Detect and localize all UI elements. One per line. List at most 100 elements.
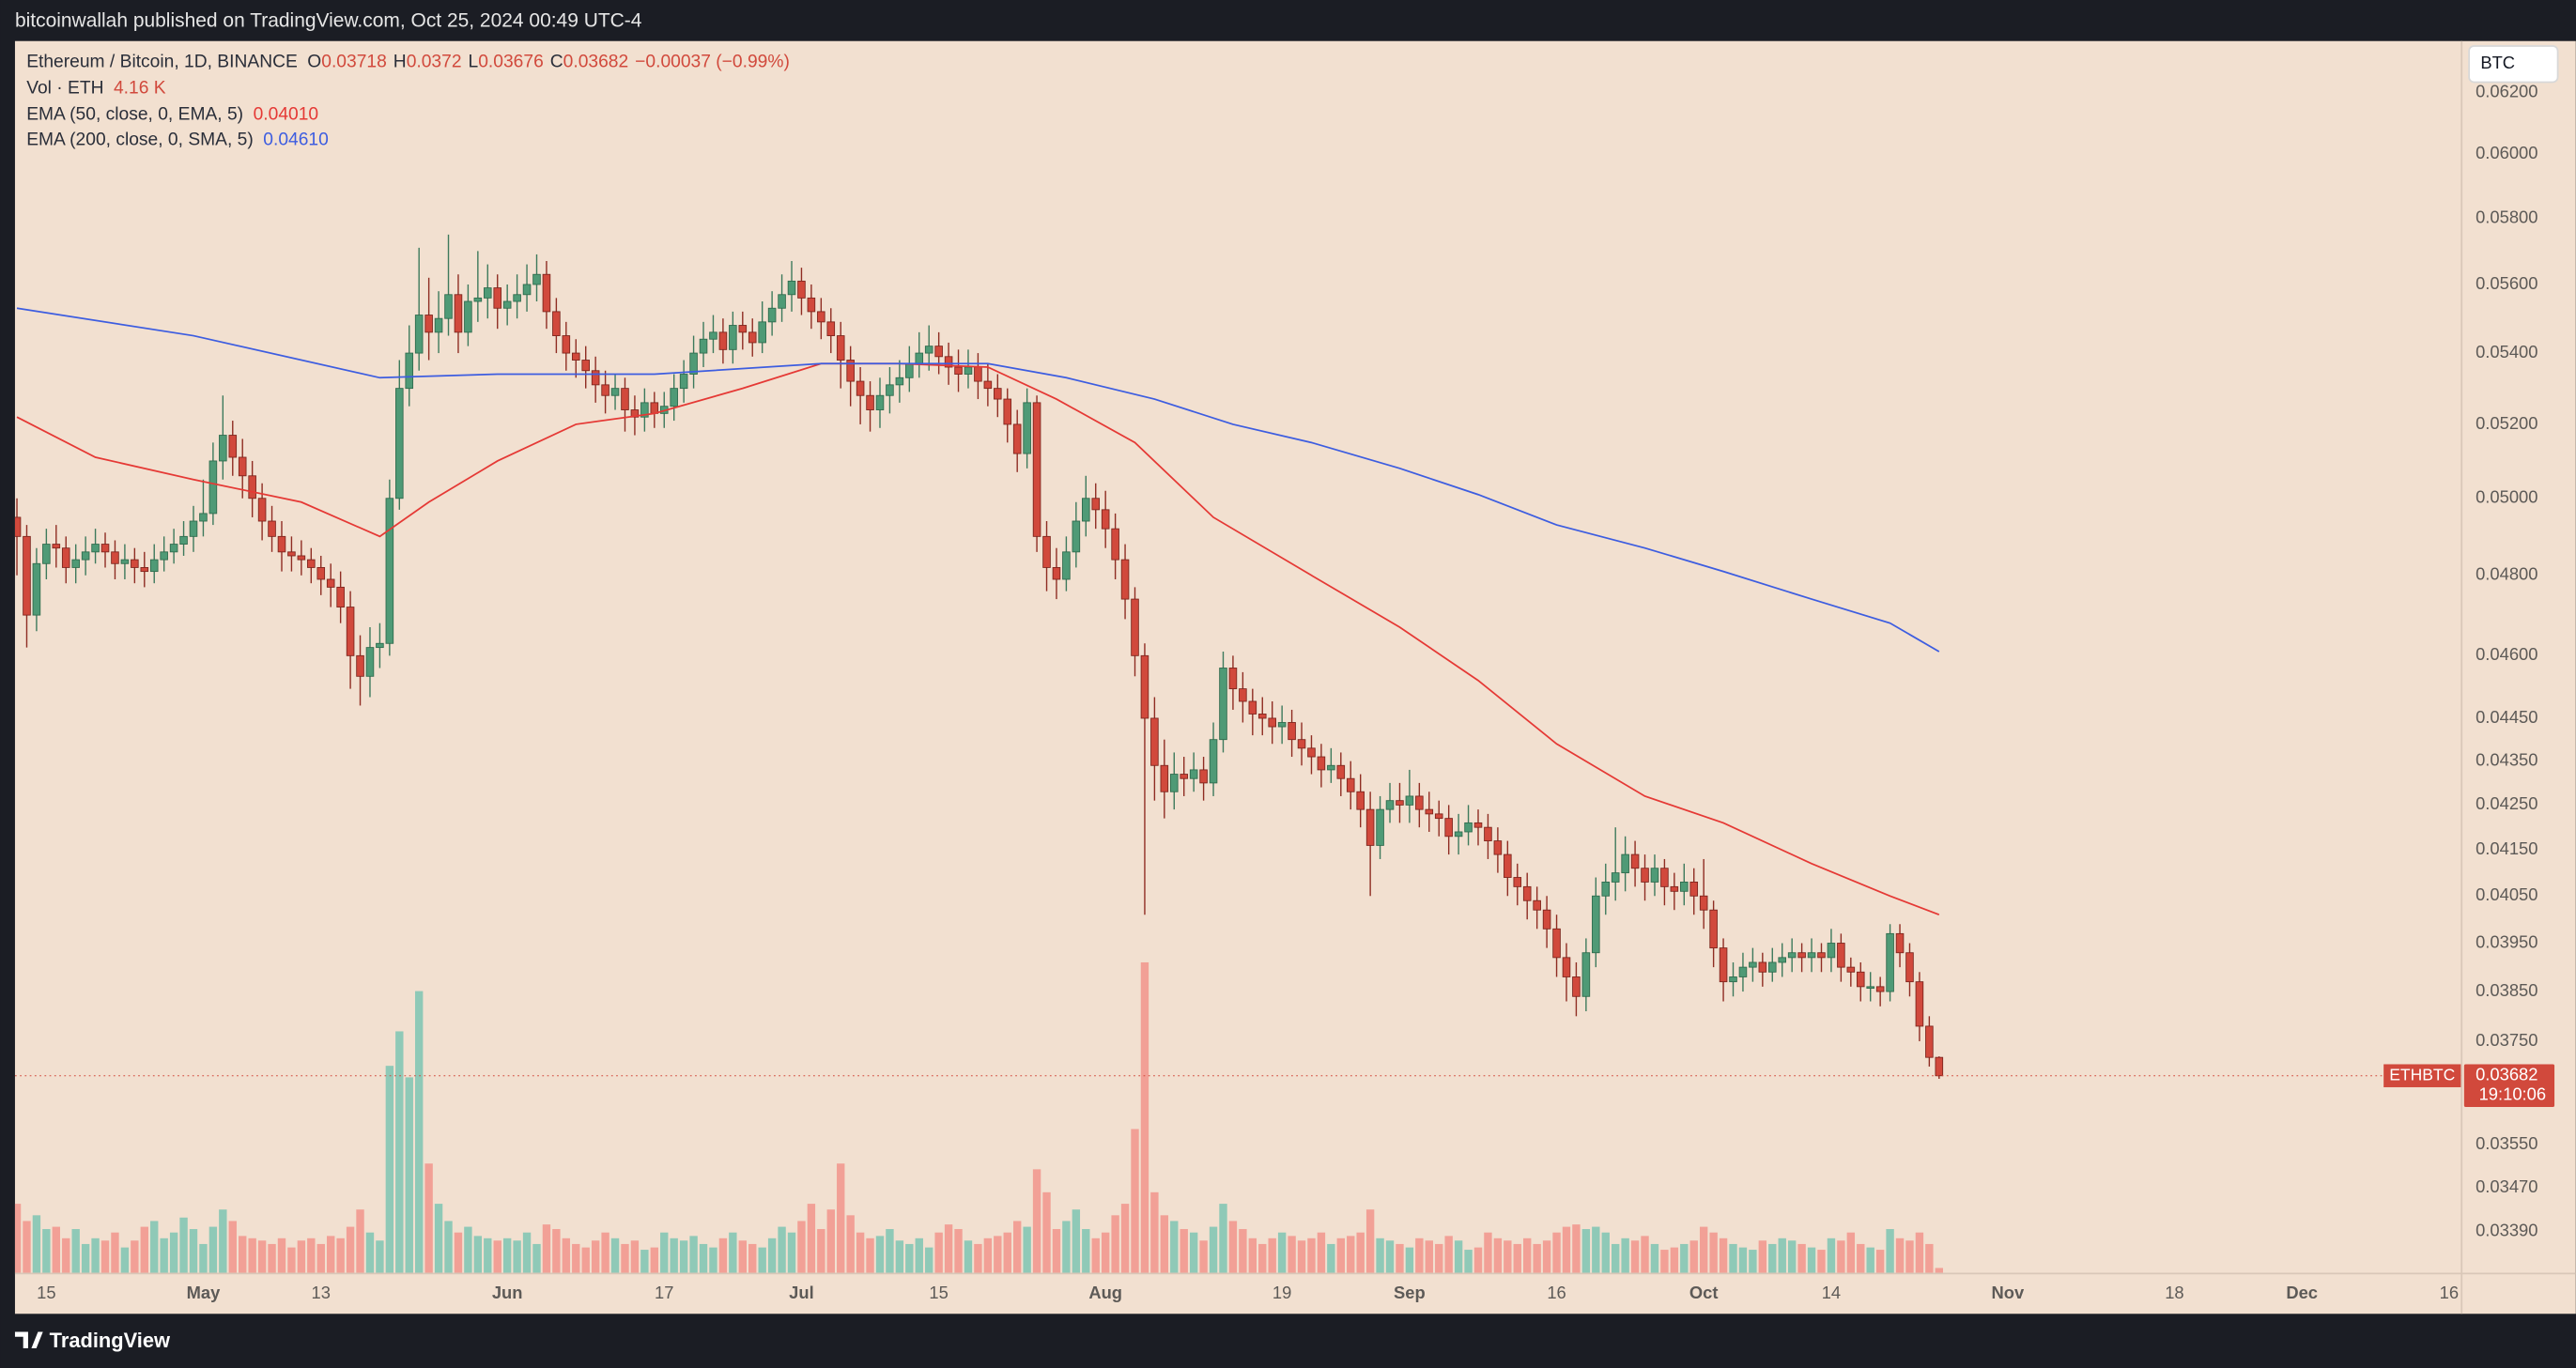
candle-body [1454,831,1463,838]
volume-bar [1797,1243,1806,1273]
candle-body [424,315,433,333]
volume-bar [758,1247,766,1273]
volume-bar [1091,1237,1100,1273]
volume-bar [42,1229,51,1273]
volume-bar [356,1209,364,1273]
volume-bar [875,1236,885,1273]
volume-bar [228,1221,237,1273]
y-tick-label: 0.05600 [2476,273,2537,293]
x-tick-label: 17 [655,1283,673,1302]
candle-body [944,356,953,368]
ohlc-value: 0.0372 [407,53,462,72]
volume-bar [1131,1129,1139,1273]
x-tick-label: 16 [1547,1283,1566,1302]
plot [14,234,2461,1273]
volume-bar [1062,1221,1071,1273]
volume-bar [1533,1243,1541,1273]
candle-body [1042,535,1051,568]
volume-bar [1189,1232,1198,1273]
candle-body [71,559,80,568]
legend-row: EMA (200, close, 0, SMA, 5) 0.04610 [26,131,329,150]
volume-bar [444,1221,453,1273]
candle-body [1660,868,1669,887]
candle-body [1012,423,1022,454]
candle-body [1542,909,1551,930]
volume-bar [748,1243,757,1273]
volume-bar [1641,1236,1649,1273]
candle-body [1641,868,1649,883]
candle-body [532,273,541,285]
candle-body [513,294,521,302]
candle-body [346,607,355,656]
volume-bar [1513,1243,1521,1273]
volume-bar [1581,1229,1591,1273]
volume-title: Vol · ETH [26,79,103,99]
candle-body [718,331,728,350]
volume-bar [621,1243,629,1273]
candle-body [1817,952,1826,959]
volume-bar [1072,1209,1081,1273]
candle-body [601,384,609,396]
candle-body [591,370,600,386]
candle-body [1581,952,1591,997]
candle-body [1032,402,1041,537]
volume-bar [464,1226,472,1273]
candle-body [1807,952,1816,959]
brand: TradingView [50,1329,171,1352]
candle-body [257,498,267,522]
change: −0.00037 (−0.99%) [635,53,790,72]
volume-bar [934,1232,943,1273]
candle-body [277,535,286,553]
candle-body [1749,961,1757,968]
volume-bar [1680,1243,1689,1273]
volume-bar [915,1237,923,1273]
candle-body [1327,764,1335,771]
candle-body [1758,961,1767,973]
volume-bar [689,1236,698,1273]
volume-bar [1032,1169,1041,1273]
volume-bar [1228,1221,1238,1273]
volume-bar [1699,1226,1708,1273]
candle-body [365,647,375,677]
volume-bar [572,1243,580,1273]
candle-body [954,366,963,375]
candle-body [23,535,31,616]
candle-body [1405,795,1414,806]
symbol-tag-box [2383,1064,2461,1087]
candle-body [767,307,777,323]
volume-bar [1268,1237,1276,1273]
price-tag: 0.03682 [2476,1065,2537,1084]
candle-body [1504,853,1512,878]
volume-bar [925,1247,933,1273]
volume-bar [81,1243,90,1273]
candle-body [748,331,757,344]
candle-body [208,460,218,515]
candle-body [268,520,276,537]
volume-bar [1857,1243,1865,1273]
volume-bar [1621,1237,1629,1273]
volume-bar [1396,1243,1404,1273]
candle-body [385,498,394,644]
candle-body [140,567,149,573]
candle-body [336,586,345,608]
volume-bar [1288,1236,1296,1273]
candle-body [238,456,247,477]
legend-row: Vol · ETH 4.16 K [26,79,166,99]
candle-body [502,300,512,309]
volume-bar [1052,1229,1061,1273]
candle-body [414,315,424,354]
y-tick-label: 0.04600 [2476,644,2537,664]
volume-bar [718,1237,728,1273]
candle-body [1003,398,1012,425]
volume-bar [1768,1243,1777,1273]
x-tick-label: 14 [1822,1283,1841,1302]
volume-bar [1454,1240,1463,1273]
candle-body [1396,800,1404,806]
volume-bar [414,991,424,1273]
volume-bar [1111,1215,1119,1273]
volume-bar [287,1247,296,1273]
candle-body [1699,895,1708,911]
candle-body [1650,868,1659,883]
candle-body [679,374,688,390]
volume-bar [905,1243,914,1273]
